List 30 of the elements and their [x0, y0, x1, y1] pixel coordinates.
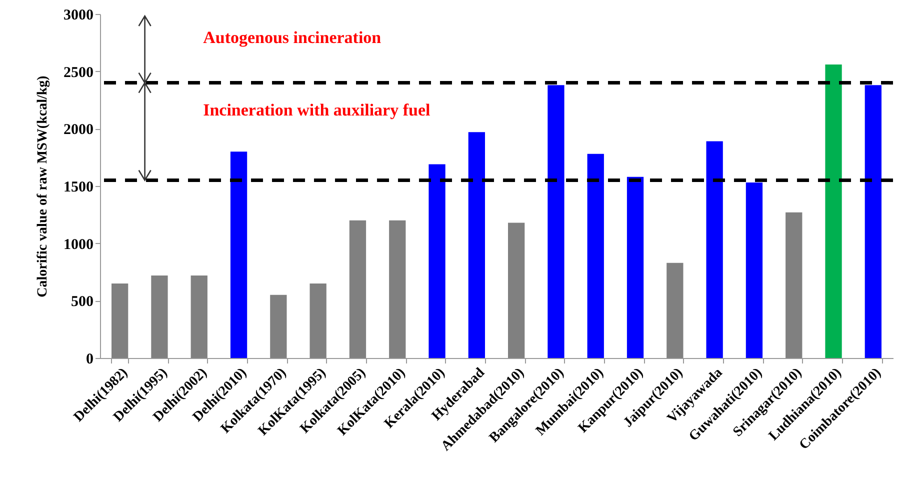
y-tick-label: 1000 — [64, 236, 94, 253]
bar — [825, 64, 842, 358]
bar — [746, 182, 763, 358]
y-axis-title: Calorific value of raw MSW(kcal/kg) — [36, 75, 50, 298]
y-tick-label: 3000 — [64, 8, 94, 24]
annotation: Incineration with auxiliary fuel — [203, 100, 431, 120]
bar — [349, 220, 366, 358]
annotation: Autogenous incineration — [203, 28, 382, 48]
y-tick-label: 500 — [71, 294, 94, 310]
bar — [112, 283, 128, 358]
bar — [508, 222, 525, 358]
bar — [151, 275, 168, 358]
y-tick-label: 1500 — [64, 180, 94, 196]
y-tick-label: 2000 — [64, 122, 94, 138]
y-tick-label: 0 — [86, 352, 94, 368]
bar — [389, 220, 406, 358]
bar — [786, 212, 802, 358]
bar — [190, 275, 208, 358]
bar — [270, 294, 287, 358]
bar — [468, 132, 485, 358]
bar — [864, 85, 882, 358]
bar — [310, 283, 326, 358]
bar — [428, 164, 446, 358]
bar — [230, 152, 248, 358]
y-tick-label: 2500 — [64, 64, 94, 81]
bar — [548, 85, 564, 358]
bar — [666, 262, 684, 358]
bar — [626, 176, 644, 358]
bar — [587, 154, 604, 358]
bar — [706, 141, 723, 358]
